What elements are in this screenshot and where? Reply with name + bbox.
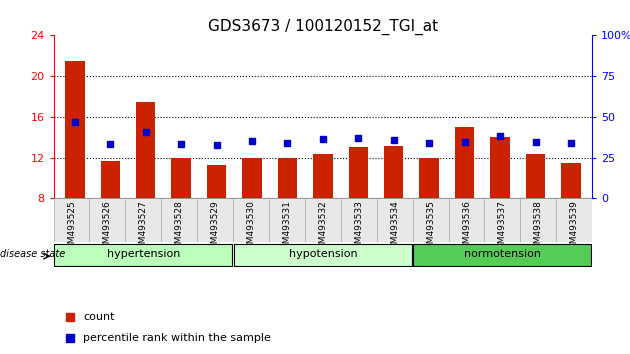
Bar [484,198,520,242]
Text: GSM493525: GSM493525 [67,200,76,255]
Bar [305,198,341,242]
Text: GSM493539: GSM493539 [570,200,579,255]
Bar [384,146,403,198]
Bar [197,198,233,242]
Bar [413,244,592,266]
Text: GSM493538: GSM493538 [534,200,543,255]
Text: GSM493533: GSM493533 [354,200,364,255]
Text: normotension: normotension [464,249,541,259]
Text: hypertension: hypertension [106,249,180,259]
Text: GSM493529: GSM493529 [210,200,220,255]
Text: GSM493531: GSM493531 [282,200,292,255]
Text: GSM493537: GSM493537 [498,200,507,255]
Bar [161,198,197,242]
Bar [233,198,269,242]
Bar [449,198,484,242]
Text: GSM493528: GSM493528 [175,200,184,255]
Bar [54,198,89,242]
Text: GSM493535: GSM493535 [426,200,435,255]
Bar [207,165,226,198]
Text: hypotension: hypotension [289,249,357,259]
Bar [234,244,412,266]
Bar [101,161,120,198]
Bar [455,127,474,198]
Bar [348,147,368,198]
Bar [526,154,545,198]
Text: GSM493527: GSM493527 [139,200,148,255]
Bar [54,244,232,266]
Bar [561,162,581,198]
Bar [89,198,125,242]
Bar [556,198,592,242]
Text: count: count [83,312,115,322]
Bar [125,198,161,242]
Bar [269,198,305,242]
Bar [278,158,297,198]
Bar [65,61,84,198]
Bar [377,198,413,242]
Bar [243,158,261,198]
Text: GSM493526: GSM493526 [103,200,112,255]
Text: disease state: disease state [0,249,66,259]
Bar [420,158,439,198]
Text: GSM493536: GSM493536 [462,200,471,255]
Bar [520,198,556,242]
Bar [313,154,333,198]
Bar [171,158,191,198]
Bar [413,198,449,242]
Text: GSM493534: GSM493534 [390,200,399,255]
Text: GSM493532: GSM493532 [318,200,328,255]
Bar [490,137,510,198]
Bar [136,102,156,198]
Bar [341,198,377,242]
Text: percentile rank within the sample: percentile rank within the sample [83,332,271,343]
Title: GDS3673 / 100120152_TGI_at: GDS3673 / 100120152_TGI_at [208,19,438,35]
Text: GSM493530: GSM493530 [246,200,256,255]
